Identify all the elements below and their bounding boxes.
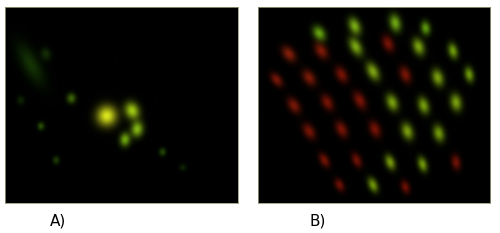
Text: B): B) [310, 214, 326, 229]
Text: A): A) [50, 214, 66, 229]
